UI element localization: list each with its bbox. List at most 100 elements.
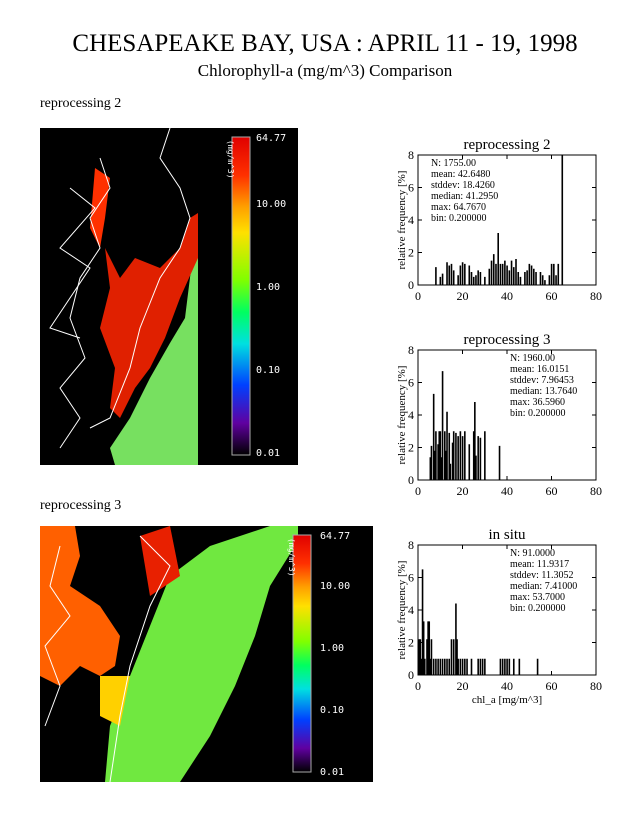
bay-high-chlorophyll xyxy=(100,213,198,418)
y-tick-label: 8 xyxy=(408,343,414,357)
figure-title: CHESAPEAKE BAY, USA : APRIL 11 - 19, 199… xyxy=(72,30,578,57)
coastline xyxy=(109,535,171,782)
histogram-bar xyxy=(477,658,479,675)
histogram-bar xyxy=(421,569,424,675)
colorbar-tick: 10.00 xyxy=(256,199,286,210)
x-tick-label: 0 xyxy=(415,679,421,693)
histogram-bar xyxy=(468,265,471,285)
stats-line: stddev: 18.4260 xyxy=(431,180,495,191)
map-label-reprocessing-2: reprocessing 2 xyxy=(40,96,122,111)
colorbar-units: (mg/m^3) xyxy=(287,538,296,577)
histogram-bar xyxy=(539,272,542,285)
bay-mouth-chlorophyll xyxy=(100,676,130,726)
colorbar-tick: 64.77 xyxy=(320,531,350,542)
histogram-bar xyxy=(457,275,459,285)
histogram-bar xyxy=(441,658,444,675)
histogram-bar xyxy=(535,272,537,285)
stats-line: stddev: 11.3052 xyxy=(510,570,574,581)
colorbar xyxy=(231,136,251,456)
colorbar-tick: 0.01 xyxy=(320,767,344,778)
histogram-bar xyxy=(526,270,528,285)
delaware-bay-high-chlorophyll xyxy=(140,526,180,596)
chart-title: reprocessing 2 xyxy=(463,137,550,153)
histogram-bar xyxy=(455,432,457,480)
histogram-bar xyxy=(433,450,436,480)
histogram-bar xyxy=(504,658,506,675)
histogram-bar xyxy=(418,639,421,675)
colorbar xyxy=(292,534,312,773)
stats-line: max: 36.5960 xyxy=(510,397,565,408)
histogram-bar xyxy=(508,270,511,285)
figure-subtitle: Chlorophyll-a (mg/m^3) Comparison xyxy=(197,61,453,80)
map-reprocessing-2: (mg/m^3) 64.77 10.00 1.00 0.10 0.01 xyxy=(40,128,298,465)
histogram-bar xyxy=(435,267,437,285)
stats-line: bin: 0.200000 xyxy=(431,213,487,224)
histogram-bar xyxy=(450,263,453,285)
y-tick-label: 4 xyxy=(408,213,414,227)
histogram-bar xyxy=(553,263,555,285)
histogram-bar xyxy=(452,639,455,675)
histogram-bar xyxy=(474,402,476,480)
chart-title: in situ xyxy=(488,527,526,543)
histogram-bar xyxy=(428,621,431,675)
histogram-bar xyxy=(508,658,511,675)
histogram-bar xyxy=(512,267,515,285)
histogram-bar xyxy=(550,263,553,285)
y-tick-label: 6 xyxy=(408,181,414,195)
histogram-bar xyxy=(470,272,473,285)
histogram-bar xyxy=(437,444,439,480)
histogram-bar xyxy=(439,431,442,480)
x-axis-label: chl_a [mg/m^3] xyxy=(472,694,542,706)
stats-line: stddev: 7.96453 xyxy=(510,375,574,386)
histogram-bar xyxy=(490,260,493,285)
y-tick-label: 8 xyxy=(408,148,414,162)
histogram-bar xyxy=(459,431,462,480)
histogram-bar xyxy=(446,411,448,480)
histogram-bar xyxy=(479,658,482,675)
map-label-reprocessing-3: reprocessing 3 xyxy=(40,498,122,513)
colorbar-tick: 0.10 xyxy=(320,705,344,716)
y-tick-label: 2 xyxy=(408,636,414,650)
coastline xyxy=(59,157,111,449)
colorbar-tick: 10.00 xyxy=(320,581,350,592)
histogram-bar xyxy=(557,263,560,285)
histogram-bar xyxy=(449,463,452,480)
colorbar-tick: 64.77 xyxy=(256,133,286,144)
histogram-bar xyxy=(479,437,482,480)
y-axis-label: relative frequency [%] xyxy=(396,366,408,465)
histogram-bar xyxy=(464,658,466,675)
histogram-bar xyxy=(446,658,448,675)
histogram-bar xyxy=(457,436,459,480)
colorbar-ticks: 64.77 10.00 1.00 0.10 0.01 xyxy=(256,133,286,459)
colorbar-tick: 0.10 xyxy=(256,365,280,376)
stats-line: median: 7.41000 xyxy=(510,581,577,592)
histogram-bar xyxy=(419,639,422,675)
colorbar-tick: 1.00 xyxy=(320,643,344,654)
coastline xyxy=(49,187,96,339)
bay-high-chlorophyll xyxy=(40,526,120,686)
histogram-bar xyxy=(461,658,464,675)
histogram-bar xyxy=(506,265,508,285)
histogram-bar xyxy=(519,276,522,285)
histogram-bar xyxy=(499,658,502,675)
river-high-chlorophyll xyxy=(90,168,110,248)
y-tick-label: 2 xyxy=(408,246,414,260)
histogram-bar xyxy=(477,436,479,480)
histogram-bar xyxy=(432,393,435,480)
histogram-bar xyxy=(439,276,442,285)
histogram-bar xyxy=(544,280,546,285)
histogram-bar xyxy=(452,431,455,480)
y-tick-label: 2 xyxy=(408,441,414,455)
histogram-bar xyxy=(484,658,486,675)
histogram-bar xyxy=(484,276,486,285)
histogram-bar xyxy=(512,658,515,675)
histogram-bar xyxy=(435,658,437,675)
histogram-bar xyxy=(479,272,482,285)
histogram-bar xyxy=(426,639,428,675)
histogram-bar xyxy=(446,262,448,285)
coastline xyxy=(89,128,191,429)
stats-line: max: 53.7000 xyxy=(510,592,565,603)
y-tick-label: 4 xyxy=(408,408,414,422)
y-axis-label: relative frequency [%] xyxy=(396,171,408,270)
